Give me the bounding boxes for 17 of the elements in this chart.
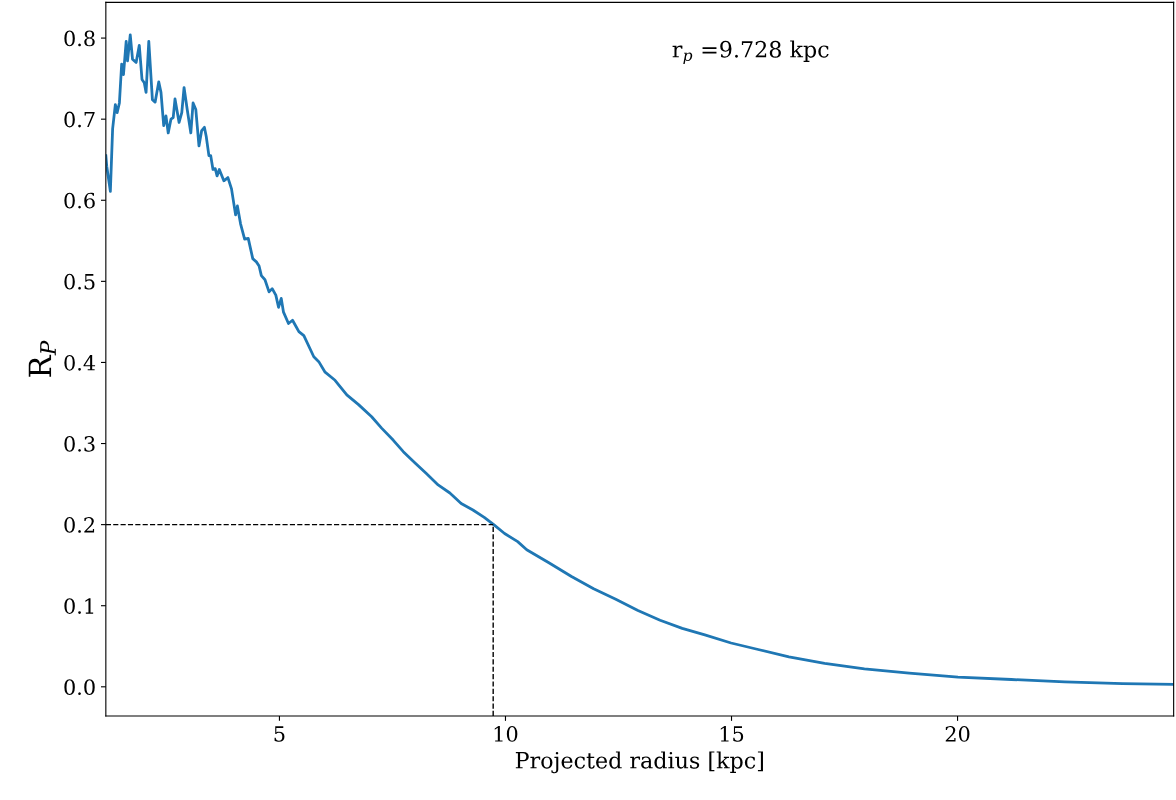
y-tick-label: 0.0	[64, 679, 95, 696]
x-tick-label: 5	[274, 726, 285, 742]
y-tick-label: 0.6	[64, 192, 95, 209]
y-tick-label: 0.4	[64, 354, 96, 371]
y-tick-label: 0.1	[64, 598, 94, 614]
x-tick-label: 20	[945, 726, 970, 742]
x-tick-label: 10	[494, 726, 518, 742]
y-tick-label: 0.2	[64, 517, 95, 533]
x-axis-title: Projected radius [kpc]	[515, 751, 763, 774]
y-tick-label: 0.7	[64, 111, 95, 128]
annotation: r$_{p}$ =9.728 kpc	[672, 40, 829, 65]
y-axis-title: R$_{P}$	[28, 340, 56, 377]
x-tick-label: 15	[720, 726, 744, 742]
y-tick-label: 0.5	[64, 273, 95, 290]
y-tick-label: 0.3	[64, 435, 95, 452]
y-tick-label: 0.8	[64, 30, 95, 47]
line-series	[105, 33, 1174, 686]
